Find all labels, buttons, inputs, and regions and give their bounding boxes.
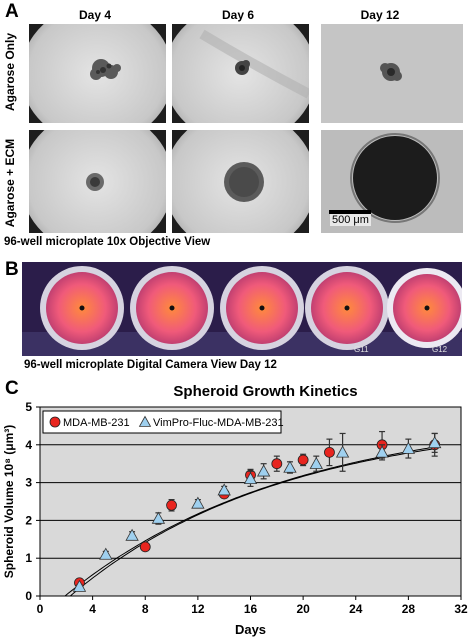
day-label-12: Day 12 [360,8,400,22]
x-tick-label: 0 [37,602,44,616]
x-tick-label: 8 [142,602,149,616]
data-point-mda-mb-231 [297,454,309,466]
y-tick-label: 4 [25,438,32,452]
x-tick-label: 28 [402,602,416,616]
data-point-vimpro-fluc [428,436,442,449]
panel-b-letter: B [5,259,19,280]
data-point-vimpro-fluc [335,445,350,458]
day-label-4: Day 4 [78,8,112,22]
panel-a-letter: A [5,1,19,22]
scale-bar-label: 500 μm [330,214,371,226]
x-tick-label: 32 [454,602,468,616]
micrograph-agarose-day12 [321,24,463,123]
x-tick-label: 12 [191,602,205,616]
data-point-vimpro-fluc [151,511,166,524]
micrograph-ecm-day6 [172,130,309,233]
data-point-mda-mb-231 [139,541,151,553]
well-4 [305,266,389,350]
well-1 [40,266,124,350]
well-label-g11: G11 [354,345,369,354]
panel-c-letter: C [5,378,19,399]
micrograph-agarose-day6 [172,24,309,123]
y-axis-label: Spheroid Volume 10⁸ (μm³) [2,425,16,578]
day-label-6: Day 6 [221,8,255,22]
fit-curve-2 [69,448,436,597]
row-label-agarose-only: Agarose Only [3,32,17,112]
micrograph-agarose-day4 [29,24,166,123]
microplate-photo: G11 G12 [22,262,462,356]
legend-marker-vimpro-fluc [138,415,152,427]
legend-label-vimpro-fluc: VimPro-Fluc-MDA-MB-231 [153,417,284,429]
data-point-vimpro-fluc [375,445,389,458]
micrograph-ecm-day4 [29,130,166,233]
fit-curve-1 [64,446,437,597]
x-tick-label: 4 [89,602,96,616]
data-point-vimpro-fluc [217,483,231,496]
data-point-mda-mb-231 [166,499,177,511]
chart-title: Spheroid Growth Kinetics [173,383,357,400]
row-label-agarose-ecm: Agarose + ECM [3,138,17,228]
panel-a-caption: 96-well microplate 10x Objective View [4,236,211,248]
data-point-vimpro-fluc [256,464,271,477]
data-point-vimpro-fluc [243,471,258,485]
y-tick-label: 5 [25,400,32,414]
data-point-vimpro-fluc [72,579,87,592]
panel-b-caption: 96-well microplate Digital Camera View D… [24,359,277,371]
y-tick-label: 0 [25,589,32,603]
x-tick-label: 24 [349,602,363,616]
data-point-vimpro-fluc [191,496,205,509]
plot-frame [39,406,462,597]
legend-box [42,410,282,434]
data-point-vimpro-fluc [283,460,297,473]
y-tick-label: 2 [25,513,32,527]
well-5 [387,268,462,348]
data-point-vimpro-fluc [401,441,416,454]
data-point-vimpro-fluc [309,456,323,469]
legend-label-mda-mb-231: MDA-MB-231 [63,417,130,429]
x-axis-label: Days [235,622,266,637]
well-2 [130,266,214,350]
data-point-vimpro-fluc [99,547,113,560]
x-tick-label: 16 [244,602,258,616]
data-point-mda-mb-231 [271,458,283,470]
plot-background [40,407,461,596]
well-label-g12: G12 [432,345,448,354]
x-tick-label: 20 [296,602,310,616]
well-3 [220,266,304,350]
y-tick-label: 3 [25,476,32,490]
data-point-vimpro-fluc [125,528,139,541]
y-tick-label: 1 [25,551,32,565]
legend-marker-mda-mb-231 [49,416,61,428]
data-point-mda-mb-231 [324,446,335,458]
